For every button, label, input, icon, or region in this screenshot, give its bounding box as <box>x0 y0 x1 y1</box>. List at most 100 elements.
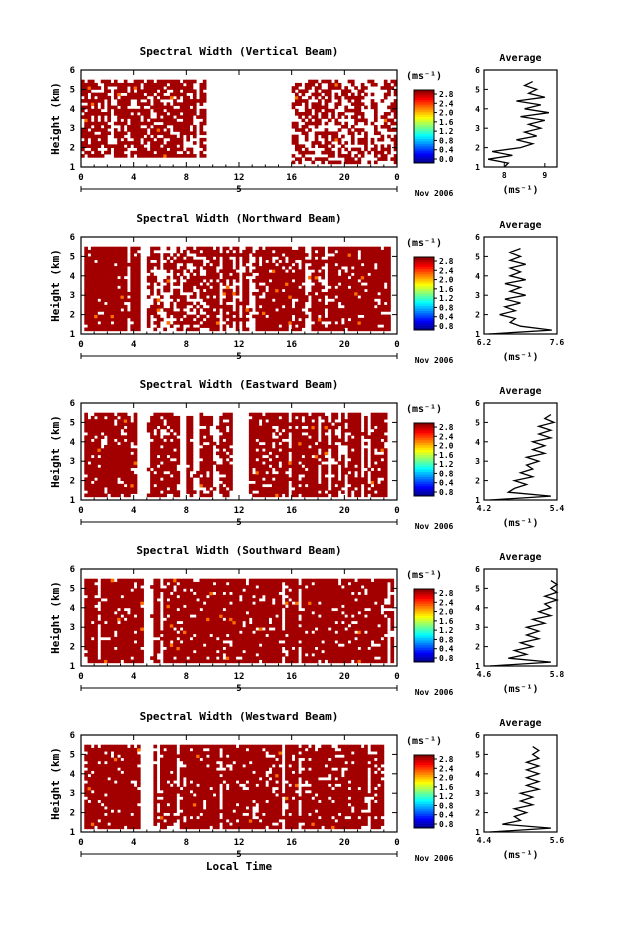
heatmap-cell <box>212 266 217 270</box>
heatmap-cell <box>199 128 204 132</box>
heatmap-cell <box>100 425 105 430</box>
heatmap-cell <box>373 124 378 129</box>
heatmap-cell <box>357 301 362 306</box>
heatmap-cell <box>94 279 98 283</box>
heatmap-cell <box>364 304 368 309</box>
heatmap-cell <box>196 266 200 270</box>
heatmap-cell <box>311 483 316 488</box>
avg-y-tick-label: 3 <box>475 457 480 466</box>
heatmap-cell <box>183 321 187 325</box>
heatmap-cell <box>113 79 118 84</box>
heatmap-cell <box>377 282 381 286</box>
heatmap-cell <box>90 282 95 286</box>
heatmap-cell <box>176 451 181 456</box>
heatmap-cell <box>364 272 368 277</box>
heatmap-cell <box>321 246 325 251</box>
heatmap-cell <box>107 445 112 449</box>
heatmap-cell <box>298 301 302 306</box>
heatmap-cell <box>120 128 125 132</box>
heatmap-cell <box>153 435 158 439</box>
heatmap-cell <box>278 477 283 481</box>
heatmap-cell <box>186 282 191 286</box>
heatmap-cell <box>298 464 302 469</box>
heatmap-cell <box>107 317 112 322</box>
heatmap-cell <box>113 150 118 155</box>
heatmap-cell <box>308 150 312 155</box>
heatmap-cell <box>110 464 115 469</box>
heatmap-cell <box>173 82 177 87</box>
heatmap-cell <box>314 134 319 139</box>
heatmap-cell <box>87 643 92 647</box>
colorbar-tick-label: 2.0 <box>439 109 454 118</box>
heatmap-cell <box>258 425 263 430</box>
x-tick-label: 4 <box>131 173 137 183</box>
heatmap-cell <box>94 448 98 452</box>
colorbar-segment <box>414 452 434 455</box>
heatmap-cell <box>285 428 289 433</box>
heatmap-cell <box>298 419 302 423</box>
heatmap-cell <box>262 269 266 273</box>
heatmap-cell <box>110 259 115 264</box>
heatmap-cell <box>110 327 115 332</box>
heatmap-cell <box>163 435 167 439</box>
heatmap-cell <box>169 419 174 423</box>
heatmap-cell <box>133 95 138 100</box>
heatmap-cell <box>314 79 319 84</box>
heatmap-cell <box>189 419 194 423</box>
heatmap-cell <box>222 490 227 494</box>
heatmap-cell <box>278 311 283 315</box>
heatmap-cell <box>360 89 365 94</box>
heatmap-cell <box>387 134 391 139</box>
heatmap-cell <box>127 441 131 446</box>
heatmap-cell <box>268 422 273 427</box>
colorbar-segment <box>414 126 434 130</box>
heatmap-cell <box>258 317 263 322</box>
heatmap-cell <box>107 112 112 116</box>
heatmap-cell <box>113 649 118 654</box>
heatmap-cell <box>110 623 115 628</box>
heatmap-cell <box>153 327 158 332</box>
heatmap-cell <box>107 588 112 593</box>
heatmap-cell <box>291 448 296 452</box>
heatmap-cell <box>262 301 266 306</box>
heatmap-cell <box>347 95 352 100</box>
heatmap-cell <box>153 256 158 261</box>
heatmap-cell <box>146 137 151 142</box>
heatmap-cell <box>298 157 302 161</box>
heatmap-cell <box>268 304 273 309</box>
heatmap-cell <box>104 311 108 315</box>
heatmap-cell <box>327 246 332 251</box>
heatmap-cell <box>318 461 322 465</box>
heatmap-cell <box>275 490 279 494</box>
heatmap-cell <box>347 99 352 103</box>
heatmap-cell <box>117 464 121 469</box>
heatmap-cell <box>94 295 98 299</box>
heatmap-cell <box>87 298 92 303</box>
heatmap-cell <box>271 269 276 273</box>
heatmap-cell <box>107 275 112 280</box>
heatmap-cell <box>298 435 302 439</box>
heatmap-cell <box>90 448 95 452</box>
heatmap-cell <box>97 432 102 436</box>
heatmap-cell <box>87 288 92 293</box>
heatmap-cell <box>252 445 256 449</box>
heatmap-cell <box>341 324 345 328</box>
heatmap-cell <box>291 327 296 332</box>
heatmap-cell <box>209 480 214 485</box>
heatmap-cell <box>183 112 187 116</box>
heatmap-cell <box>173 311 177 315</box>
heatmap-cell <box>176 282 181 286</box>
heatmap-cell <box>110 490 115 494</box>
heatmap-cell <box>87 585 92 589</box>
heatmap-cell <box>150 425 154 430</box>
heatmap-cell <box>377 419 381 423</box>
heatmap-cell <box>383 92 388 97</box>
heatmap-cell <box>318 131 322 136</box>
heatmap-cell <box>347 464 352 469</box>
heatmap-cell <box>308 454 312 459</box>
x-tick-label: 0 <box>78 173 83 183</box>
heatmap-cell <box>130 275 135 280</box>
heatmap-cell <box>367 321 372 325</box>
heatmap-cell <box>291 477 296 481</box>
heatmap-cell <box>104 604 108 609</box>
